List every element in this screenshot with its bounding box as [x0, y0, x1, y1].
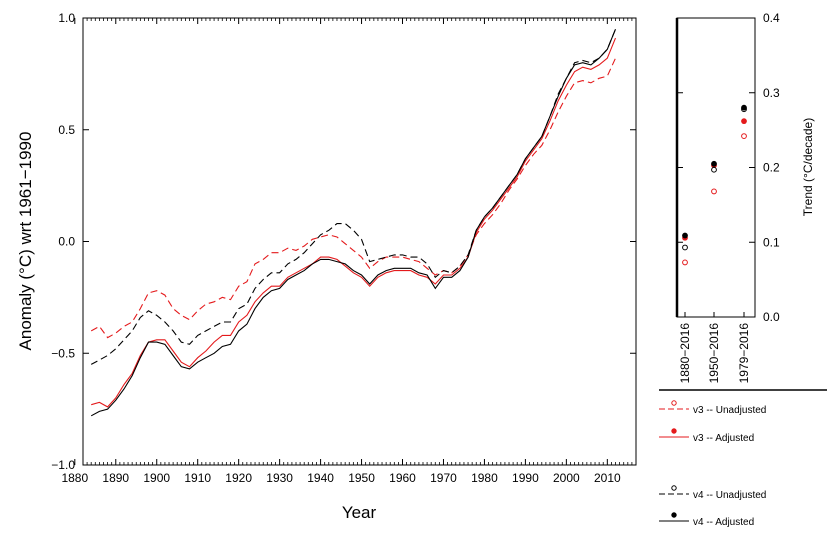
- x-tick-label: 1920: [225, 471, 252, 485]
- legend-marker-3: [671, 512, 677, 518]
- y-tick-label: 1.0: [58, 11, 75, 25]
- x-tick-label: 1950: [348, 471, 375, 485]
- x-tick-label: 1930: [266, 471, 293, 485]
- legend-label-2: v4 -- Unadjusted: [693, 490, 766, 501]
- main-plot-frame: [82, 17, 637, 466]
- trend-points: [682, 104, 747, 266]
- trend-category-label: 1950−2016: [707, 323, 721, 384]
- trend-point-1-2: [741, 118, 747, 125]
- x-tick-label: 1890: [102, 471, 129, 485]
- main-chart-panel: 1880 1890 1900 1910 1920 1930 1940 1950 1960 1970…: [16, 11, 637, 522]
- trend-category-label: 1880−2016: [678, 323, 692, 384]
- y-tick-label: 0.5: [58, 123, 75, 137]
- trend-y-tick-label: 0.1: [763, 235, 780, 249]
- legend-marker-1: [671, 428, 677, 434]
- trend-plot-frame: [676, 17, 756, 318]
- y-tick-label: −0.5: [51, 346, 75, 360]
- main-minor-ticks: [86, 18, 633, 465]
- x-tick-label: 1880: [61, 471, 88, 485]
- trend-chart-panel: 0.4 0.3 0.2 0.1 0.0 1880−2016 1950−2016 1979−2…: [675, 11, 815, 383]
- x-tick-label: 1990: [512, 471, 539, 485]
- trend-axis-title: Trend (°C/decade): [801, 118, 815, 216]
- trend-y-ticks: 0.4 0.3 0.2 0.1 0.0: [677, 11, 780, 324]
- x-axis-title: Year: [342, 503, 377, 522]
- trend-point-0-2: [741, 133, 747, 140]
- main-x-ticks: 1880 1890 1900 1910 1920 1930 1940 1950 1960 1970…: [61, 18, 621, 485]
- trend-point-0-1: [711, 188, 717, 195]
- trend-point-3-2: [741, 104, 747, 111]
- series-line-0: [90, 57, 617, 339]
- trend-point-2-1: [711, 166, 717, 173]
- x-tick-label: 1960: [389, 471, 416, 485]
- legend-marker-2: [671, 485, 677, 491]
- y-tick-label: 0.0: [58, 235, 75, 249]
- trend-y-tick-label: 0.2: [763, 161, 780, 175]
- trend-point-3-1: [711, 160, 717, 167]
- legend-label-1: v3 -- Adjusted: [693, 433, 754, 444]
- trend-category-label: 1979−2016: [737, 323, 751, 384]
- legend-label-0: v3 -- Unadjusted: [693, 405, 766, 416]
- y-tick-label: −1.0: [51, 458, 75, 472]
- trend-category-labels: 1880−2016 1950−2016 1979−2016: [678, 312, 751, 383]
- x-tick-label: 1940: [307, 471, 334, 485]
- legend: v3 -- Unadjusted v3 -- Adjusted v4 -- Unad…: [659, 400, 766, 528]
- trend-y-tick-label: 0.0: [763, 310, 780, 324]
- series-line-2: [90, 28, 617, 365]
- x-tick-label: 1910: [184, 471, 211, 485]
- x-tick-label: 1980: [471, 471, 498, 485]
- trend-point-2-0: [682, 244, 688, 251]
- legend-label-3: v4 -- Adjusted: [693, 517, 754, 528]
- x-tick-label: 2000: [553, 471, 580, 485]
- x-tick-label: 2010: [594, 471, 621, 485]
- trend-y-tick-label: 0.4: [763, 11, 780, 25]
- x-tick-label: 1900: [143, 471, 170, 485]
- trend-point-0-0: [682, 259, 688, 266]
- y-axis-title: Anomaly (°C) wrt 1961−1990: [16, 132, 35, 351]
- x-tick-label: 1970: [430, 471, 457, 485]
- series-line-3: [90, 28, 617, 417]
- main-series-lines: [90, 28, 617, 417]
- trend-y-tick-label: 0.3: [763, 86, 780, 100]
- legend-marker-0: [671, 400, 677, 406]
- trend-point-3-0: [682, 232, 688, 239]
- series-line-1: [91, 37, 617, 408]
- main-y-ticks: 1.0 0.5 0.0 −0.5 −1.0: [51, 11, 636, 472]
